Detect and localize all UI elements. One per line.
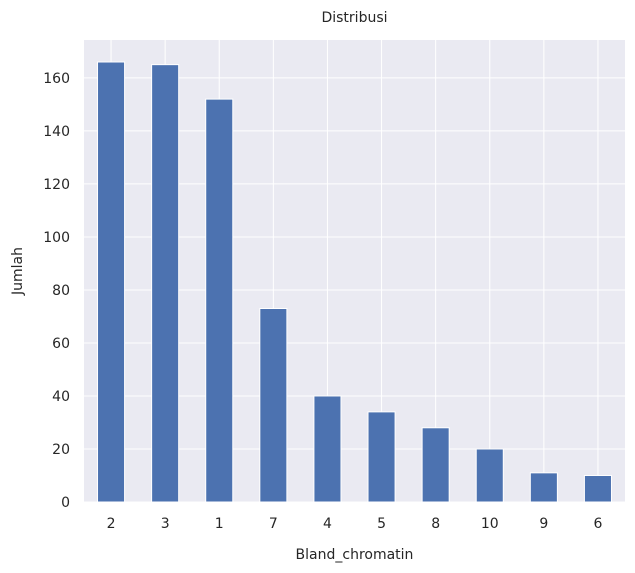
y-tick-label: 120	[43, 177, 70, 193]
x-tick-label: 10	[481, 516, 499, 532]
y-axis-label: Jumlah	[10, 247, 26, 296]
x-tick-labels: 2 3 1 7 4 5 8 10 9 6	[107, 516, 603, 532]
bar-4	[313, 395, 342, 503]
x-tick-label: 2	[107, 516, 116, 532]
y-tick-label: 160	[43, 71, 70, 87]
x-tick-label: 1	[215, 516, 224, 532]
bar-2	[97, 61, 126, 503]
bar-10	[475, 448, 504, 503]
y-tick-labels: 0 20 40 60 80 100 120 140 160	[43, 71, 70, 511]
x-tick-label: 8	[431, 516, 440, 532]
y-tick-label: 20	[52, 442, 70, 458]
x-tick-label: 4	[323, 516, 332, 532]
bar-7	[259, 308, 288, 503]
bar-1	[205, 98, 234, 503]
bar-8	[421, 427, 450, 503]
y-tick-label: 60	[52, 336, 70, 352]
bar-3	[151, 64, 180, 503]
bar-5	[367, 411, 396, 503]
chart-title: Distribusi	[321, 10, 387, 26]
x-axis-label: Bland_chromatin	[296, 547, 414, 563]
x-tick-label: 3	[161, 516, 170, 532]
x-tick-label: 9	[539, 516, 548, 532]
y-tick-label: 100	[43, 230, 70, 246]
bar-9	[529, 472, 558, 503]
bar-6	[583, 474, 612, 503]
y-tick-label: 0	[61, 495, 70, 511]
x-tick-label: 5	[377, 516, 386, 532]
bars	[97, 61, 612, 503]
x-tick-label: 7	[269, 516, 278, 532]
y-tick-label: 40	[52, 389, 70, 405]
y-tick-label: 80	[52, 283, 70, 299]
x-tick-label: 6	[593, 516, 602, 532]
y-tick-label: 140	[43, 124, 70, 140]
